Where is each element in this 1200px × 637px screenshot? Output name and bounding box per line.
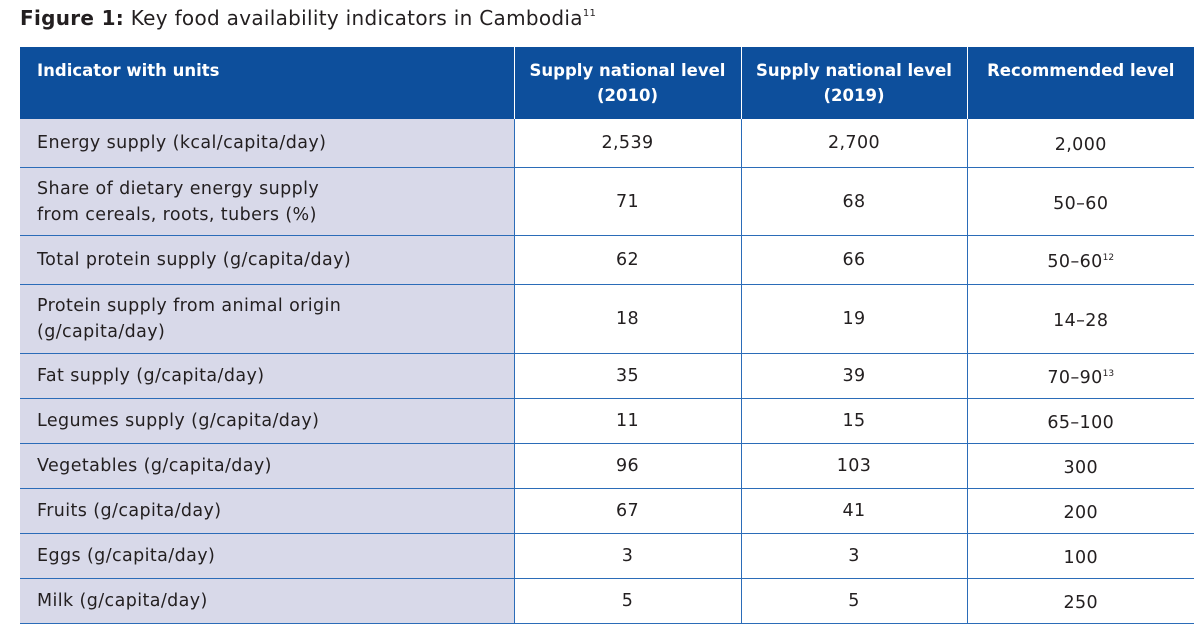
cell-2019: 3 (740, 533, 967, 579)
table-row: Fat supply (g/capita/day) 35 39 70–9013 (20, 353, 1194, 399)
table-row: Eggs (g/capita/day) 3 3 100 (20, 533, 1194, 579)
figure-caption: Figure 1: Key food availability indicato… (20, 6, 596, 30)
cell-indicator: Milk (g/capita/day) (20, 578, 514, 624)
cell-2019: 41 (740, 488, 967, 534)
cell-indicator: Protein supply from animal origin (g/cap… (20, 284, 514, 354)
cell-2019: 15 (740, 398, 967, 444)
cell-recommended: 200 (966, 488, 1194, 534)
cell-indicator: Eggs (g/capita/day) (20, 533, 514, 579)
cell-2010: 62 (513, 235, 741, 285)
table-row: Fruits (g/capita/day) 67 41 200 (20, 488, 1194, 534)
table-row: Vegetables (g/capita/day) 96 103 300 (20, 443, 1194, 489)
table-row: Milk (g/capita/day) 5 5 250 (20, 578, 1194, 624)
cell-2010: 71 (513, 167, 741, 236)
cell-indicator: Legumes supply (g/capita/day) (20, 398, 514, 444)
cell-indicator: Energy supply (kcal/capita/day) (20, 119, 514, 168)
cell-recommended: 65–100 (966, 398, 1194, 444)
table-row: Legumes supply (g/capita/day) 11 15 65–1… (20, 398, 1194, 444)
cell-2010: 2,539 (513, 119, 741, 168)
cell-2019: 19 (740, 284, 967, 354)
cell-recommended: 70–9013 (966, 353, 1194, 399)
cell-indicator: Vegetables (g/capita/day) (20, 443, 514, 489)
cell-2010: 35 (513, 353, 741, 399)
table-row: Share of dietary energy supply from cere… (20, 167, 1194, 236)
cell-recommended: 300 (966, 443, 1194, 489)
caption-footnote: 11 (582, 8, 597, 19)
table-row: Energy supply (kcal/capita/day) 2,539 2,… (20, 119, 1194, 168)
cell-indicator: Fruits (g/capita/day) (20, 488, 514, 534)
header-supply-2019: Supply national level (2019) (740, 47, 967, 119)
cell-2019: 103 (740, 443, 967, 489)
table-row: Protein supply from animal origin (g/cap… (20, 284, 1194, 354)
cell-2010: 11 (513, 398, 741, 444)
cell-recommended: 100 (966, 533, 1194, 579)
cell-2010: 18 (513, 284, 741, 354)
cell-2019: 68 (740, 167, 967, 236)
cell-recommended: 2,000 (966, 119, 1194, 168)
figure-label: Figure 1: (20, 6, 125, 30)
table-header-row: Indicator with units Supply national lev… (20, 47, 1194, 119)
cell-recommended: 50–6012 (966, 235, 1194, 285)
cell-2010: 67 (513, 488, 741, 534)
header-recommended: Recommended level (966, 47, 1194, 119)
figure-title: Key food availability indicators in Camb… (130, 6, 583, 30)
cell-2010: 96 (513, 443, 741, 489)
cell-2019: 39 (740, 353, 967, 399)
header-supply-2010: Supply national level (2010) (513, 47, 741, 119)
cell-recommended: 14–28 (966, 284, 1194, 354)
cell-2019: 2,700 (740, 119, 967, 168)
header-indicator: Indicator with units (20, 47, 514, 119)
cell-2010: 5 (513, 578, 741, 624)
cell-indicator: Total protein supply (g/capita/day) (20, 235, 514, 285)
food-availability-table: Indicator with units Supply national lev… (20, 47, 1194, 624)
cell-recommended: 250 (966, 578, 1194, 624)
cell-2019: 66 (740, 235, 967, 285)
cell-recommended: 50–60 (966, 167, 1194, 236)
cell-2010: 3 (513, 533, 741, 579)
table-row: Total protein supply (g/capita/day) 62 6… (20, 235, 1194, 285)
cell-indicator: Share of dietary energy supply from cere… (20, 167, 514, 236)
cell-2019: 5 (740, 578, 967, 624)
cell-indicator: Fat supply (g/capita/day) (20, 353, 514, 399)
